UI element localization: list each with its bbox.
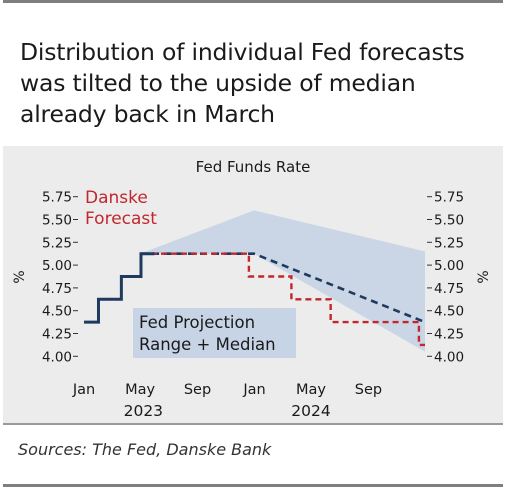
x-tick-label: Jan <box>242 382 265 398</box>
fed-median-line <box>140 252 426 324</box>
top-rule <box>3 0 503 3</box>
y-tick-label-left: 5.75 <box>42 190 72 206</box>
fed-projection-range-area <box>140 210 425 352</box>
y-tick-label-left: 5.25 <box>42 235 72 251</box>
bottom-rule <box>3 484 503 487</box>
x-axis: Jan May Sep Jan May Sep 2023 2024 <box>72 382 382 420</box>
y-tick-label-left: 4.75 <box>42 281 72 297</box>
x-tick-label: May <box>296 382 326 398</box>
y-tick-label-right: 5.25 <box>434 235 464 251</box>
y-tick-label-right: 4.50 <box>434 304 464 320</box>
y-tick-label-left: 5.00 <box>42 258 72 274</box>
y-axis-label-left: % <box>12 270 28 283</box>
y-axis-right: 5.75 5.50 5.25 5.00 4.75 4.50 4.25 4.00 <box>427 190 464 365</box>
chart-title: Fed Funds Rate <box>196 158 311 176</box>
y-tick-label-right: 5.00 <box>434 258 464 274</box>
y-tick-label-left: 4.00 <box>42 349 72 365</box>
page-title: Distribution of individual Fed forecasts… <box>20 38 465 128</box>
x-tick-label: Sep <box>355 382 382 398</box>
x-tick-label: Sep <box>184 382 211 398</box>
y-tick-label-right: 4.75 <box>434 281 464 297</box>
plot-area <box>84 210 426 352</box>
x-year-label: 2024 <box>291 402 330 420</box>
danske-forecast-line <box>140 252 425 347</box>
y-tick-label-left: 5.50 <box>42 213 72 229</box>
source-note: Sources: The Fed, Danske Bank <box>18 440 272 459</box>
y-axis-label-right: % <box>476 270 492 283</box>
danske-forecast-annotation: Forecast <box>85 209 157 229</box>
fed-projection-annotation: Fed Projection <box>139 313 255 332</box>
y-tick-label-left: 4.50 <box>42 304 72 320</box>
x-tick-label: Jan <box>72 382 95 398</box>
x-tick-label: May <box>125 382 155 398</box>
fed-projection-annotation: Range + Median <box>139 335 276 354</box>
fed-projection-label-box <box>133 308 296 358</box>
separator-rule <box>3 423 503 425</box>
y-tick-label-right: 4.25 <box>434 327 464 343</box>
x-year-label: 2023 <box>124 402 163 420</box>
y-tick-label-right: 4.00 <box>434 349 464 365</box>
y-tick-label-right: 5.50 <box>434 213 464 229</box>
y-tick-label-right: 5.75 <box>434 190 464 206</box>
danske-forecast-annotation: Danske <box>85 188 148 208</box>
y-axis-left: 5.75 5.50 5.25 5.00 4.75 4.50 4.25 4.00 <box>42 190 78 365</box>
fed-funds-rate-line <box>84 252 155 324</box>
y-tick-label-left: 4.25 <box>42 327 72 343</box>
